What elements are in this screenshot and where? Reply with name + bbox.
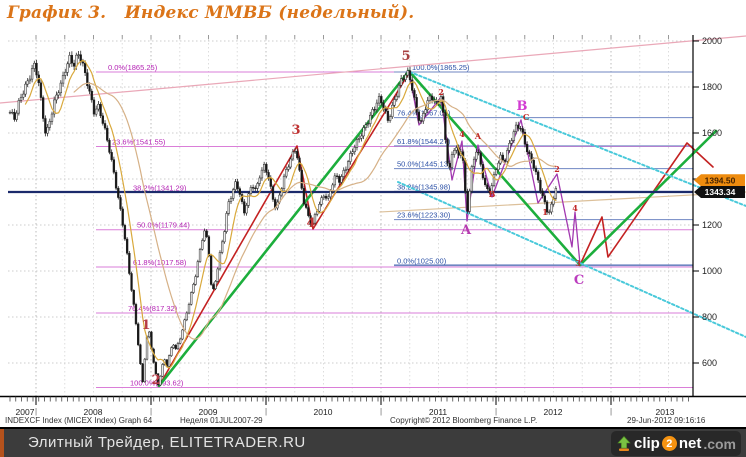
clip2net-logo[interactable]: clip 2 net .com (611, 431, 741, 456)
period-label: Неделя 01JUL2007-29 (180, 416, 263, 425)
x-tick-2008: 2008 (84, 407, 103, 417)
candles (8, 50, 558, 387)
svg-text:|: | (35, 407, 37, 416)
svg-text:800: 800 (702, 312, 717, 322)
copyright-label: Copyright© 2012 Bloomberg Finance L.P. (390, 416, 538, 425)
moving-averages (24, 59, 557, 369)
svg-text:0.0%(1025.00): 0.0%(1025.00) (397, 256, 447, 265)
svg-text:2000: 2000 (702, 36, 722, 46)
svg-text:61.8%(1017.58): 61.8%(1017.58) (133, 258, 187, 267)
svg-text:38.2%(1345.98): 38.2%(1345.98) (397, 182, 451, 191)
logo-text-tld: .com (703, 435, 737, 452)
page-title: График 3. Индекс ММВБ (недельный). (7, 3, 415, 23)
svg-text:1000: 1000 (702, 266, 722, 276)
svg-text:4: 4 (306, 216, 315, 231)
svg-text:|: | (150, 407, 152, 416)
footer-accent-strip (0, 429, 4, 457)
svg-text:1800: 1800 (702, 82, 722, 92)
svg-text:2: 2 (151, 373, 160, 388)
price-chart: 0.0%(1865.25) 23.6%(1541.55) 38.2%(1341.29… (0, 35, 746, 429)
svg-text:4: 4 (459, 129, 465, 139)
svg-text:|: | (265, 407, 267, 416)
svg-text:|: | (380, 407, 382, 416)
svg-text:5: 5 (401, 49, 410, 64)
svg-text:A: A (474, 131, 482, 141)
svg-text:50.0%(1445.13): 50.0%(1445.13) (397, 160, 451, 169)
x-axis: | | | | | |2007 2008 2009 2010 2011 2012 2013 (0, 395, 746, 429)
svg-text:61.8%(1544.27): 61.8%(1544.27) (397, 137, 451, 146)
logo-text-net: net (678, 435, 702, 452)
grid (8, 35, 693, 396)
logo-badge-2: 2 (661, 436, 677, 451)
svg-text:1200: 1200 (702, 220, 722, 230)
x-tick-2009: 2009 (199, 407, 218, 417)
instrument-label: INDEXCF Index (MICEX Index) Graph 64 (5, 416, 153, 425)
svg-text:23.6%(1541.55): 23.6%(1541.55) (112, 137, 166, 146)
trend-lines (0, 35, 746, 388)
x-tick-2011: 2011 (429, 407, 448, 417)
svg-text:1343.34: 1343.34 (705, 187, 736, 197)
svg-text:23.6%(1223.30): 23.6%(1223.30) (397, 211, 451, 220)
svg-text:3: 3 (291, 123, 300, 138)
svg-text:600: 600 (702, 358, 717, 368)
svg-text:1600: 1600 (702, 128, 722, 138)
svg-text:1: 1 (141, 318, 150, 333)
svg-text:100.0%(1865.25): 100.0%(1865.25) (412, 63, 470, 72)
svg-text:C: C (574, 273, 584, 288)
svg-text:3: 3 (575, 258, 581, 268)
svg-text:76.4%(817.32): 76.4%(817.32) (128, 304, 178, 313)
svg-text:2: 2 (438, 87, 444, 97)
x-tick-2007: 2007 (16, 407, 35, 417)
svg-text:|: | (610, 407, 612, 416)
svg-text:50.0%(1179.44): 50.0%(1179.44) (137, 221, 190, 230)
svg-text:|: | (495, 407, 497, 416)
x-tick-2010: 2010 (314, 407, 333, 417)
svg-text:1394.50: 1394.50 (705, 175, 736, 185)
svg-text:A: A (460, 223, 472, 238)
y-axis: 200018001600140012001000800600 (692, 35, 722, 397)
svg-text:4: 4 (572, 203, 578, 213)
x-tick-2013: 2013 (656, 407, 675, 417)
svg-text:B: B (517, 99, 528, 114)
upload-arrow-icon (617, 435, 631, 451)
svg-text:B: B (489, 189, 496, 199)
svg-text:0.0%(1865.25): 0.0%(1865.25) (108, 63, 158, 72)
svg-text:38.2%(1341.29): 38.2%(1341.29) (133, 184, 187, 193)
svg-text:C: C (523, 112, 529, 122)
timestamp-label: 29-Jun-2012 09:16:16 (627, 416, 706, 425)
logo-text-clip: clip (633, 435, 660, 452)
x-tick-2012: 2012 (544, 407, 563, 417)
svg-text:1: 1 (542, 207, 548, 217)
price-badges: 1394.50 1343.34 (694, 174, 745, 199)
svg-text:76.4%(1667.01): 76.4%(1667.01) (397, 109, 451, 118)
footer-credit: Элитный Трейдер, ELITETRADER.RU (28, 434, 306, 451)
svg-text:2: 2 (554, 164, 560, 174)
